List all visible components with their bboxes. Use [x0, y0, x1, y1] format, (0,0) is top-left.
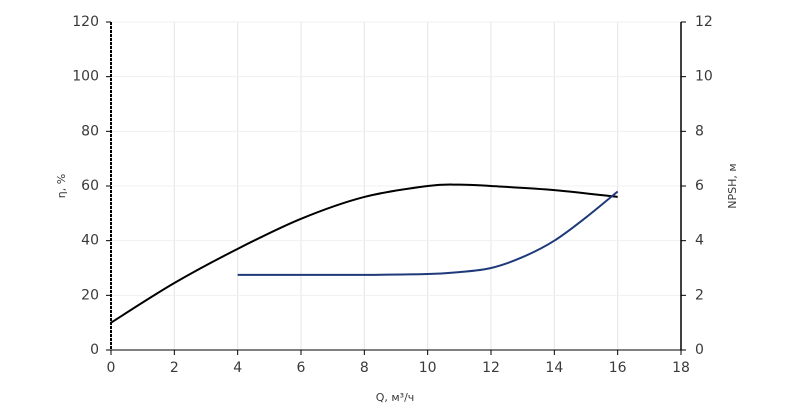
x-tick-label: 6	[297, 360, 306, 376]
x-axis-label: Q, м³/ч	[376, 391, 415, 404]
x-tick-label: 10	[419, 360, 437, 376]
y-tick-label: 60	[81, 178, 99, 194]
x-tick-label: 0	[107, 360, 116, 376]
y2-tick-label: 0	[695, 342, 704, 358]
x-tick-label: 2	[170, 360, 179, 376]
y2-tick-label: 2	[695, 287, 704, 303]
x-tick-label: 14	[545, 360, 563, 376]
y2-tick-label: 12	[695, 14, 713, 30]
series-line	[110, 183, 618, 324]
x-tick-label: 16	[609, 360, 627, 376]
y-tick-label: 20	[81, 287, 99, 303]
x-tick-label: 12	[482, 360, 500, 376]
y-tick-label: 80	[81, 123, 99, 139]
y2-tick-label: 8	[695, 123, 704, 139]
x-tick-label: 18	[672, 360, 690, 376]
series-line	[237, 190, 619, 276]
y-tick-label: 0	[90, 342, 99, 358]
y-tick-label: 120	[72, 14, 99, 30]
y2-tick-label: 6	[695, 178, 704, 194]
y2-tick-label: 10	[695, 69, 713, 85]
x-tick-label: 8	[360, 360, 369, 376]
x-tick-label: 4	[233, 360, 242, 376]
y-axis-label: η, %	[55, 174, 68, 198]
y2-axis-label: NPSH, м	[726, 163, 739, 208]
y-tick-label: 100	[72, 69, 99, 85]
y-tick-label: 40	[81, 233, 99, 249]
y2-tick-label: 4	[695, 233, 704, 249]
